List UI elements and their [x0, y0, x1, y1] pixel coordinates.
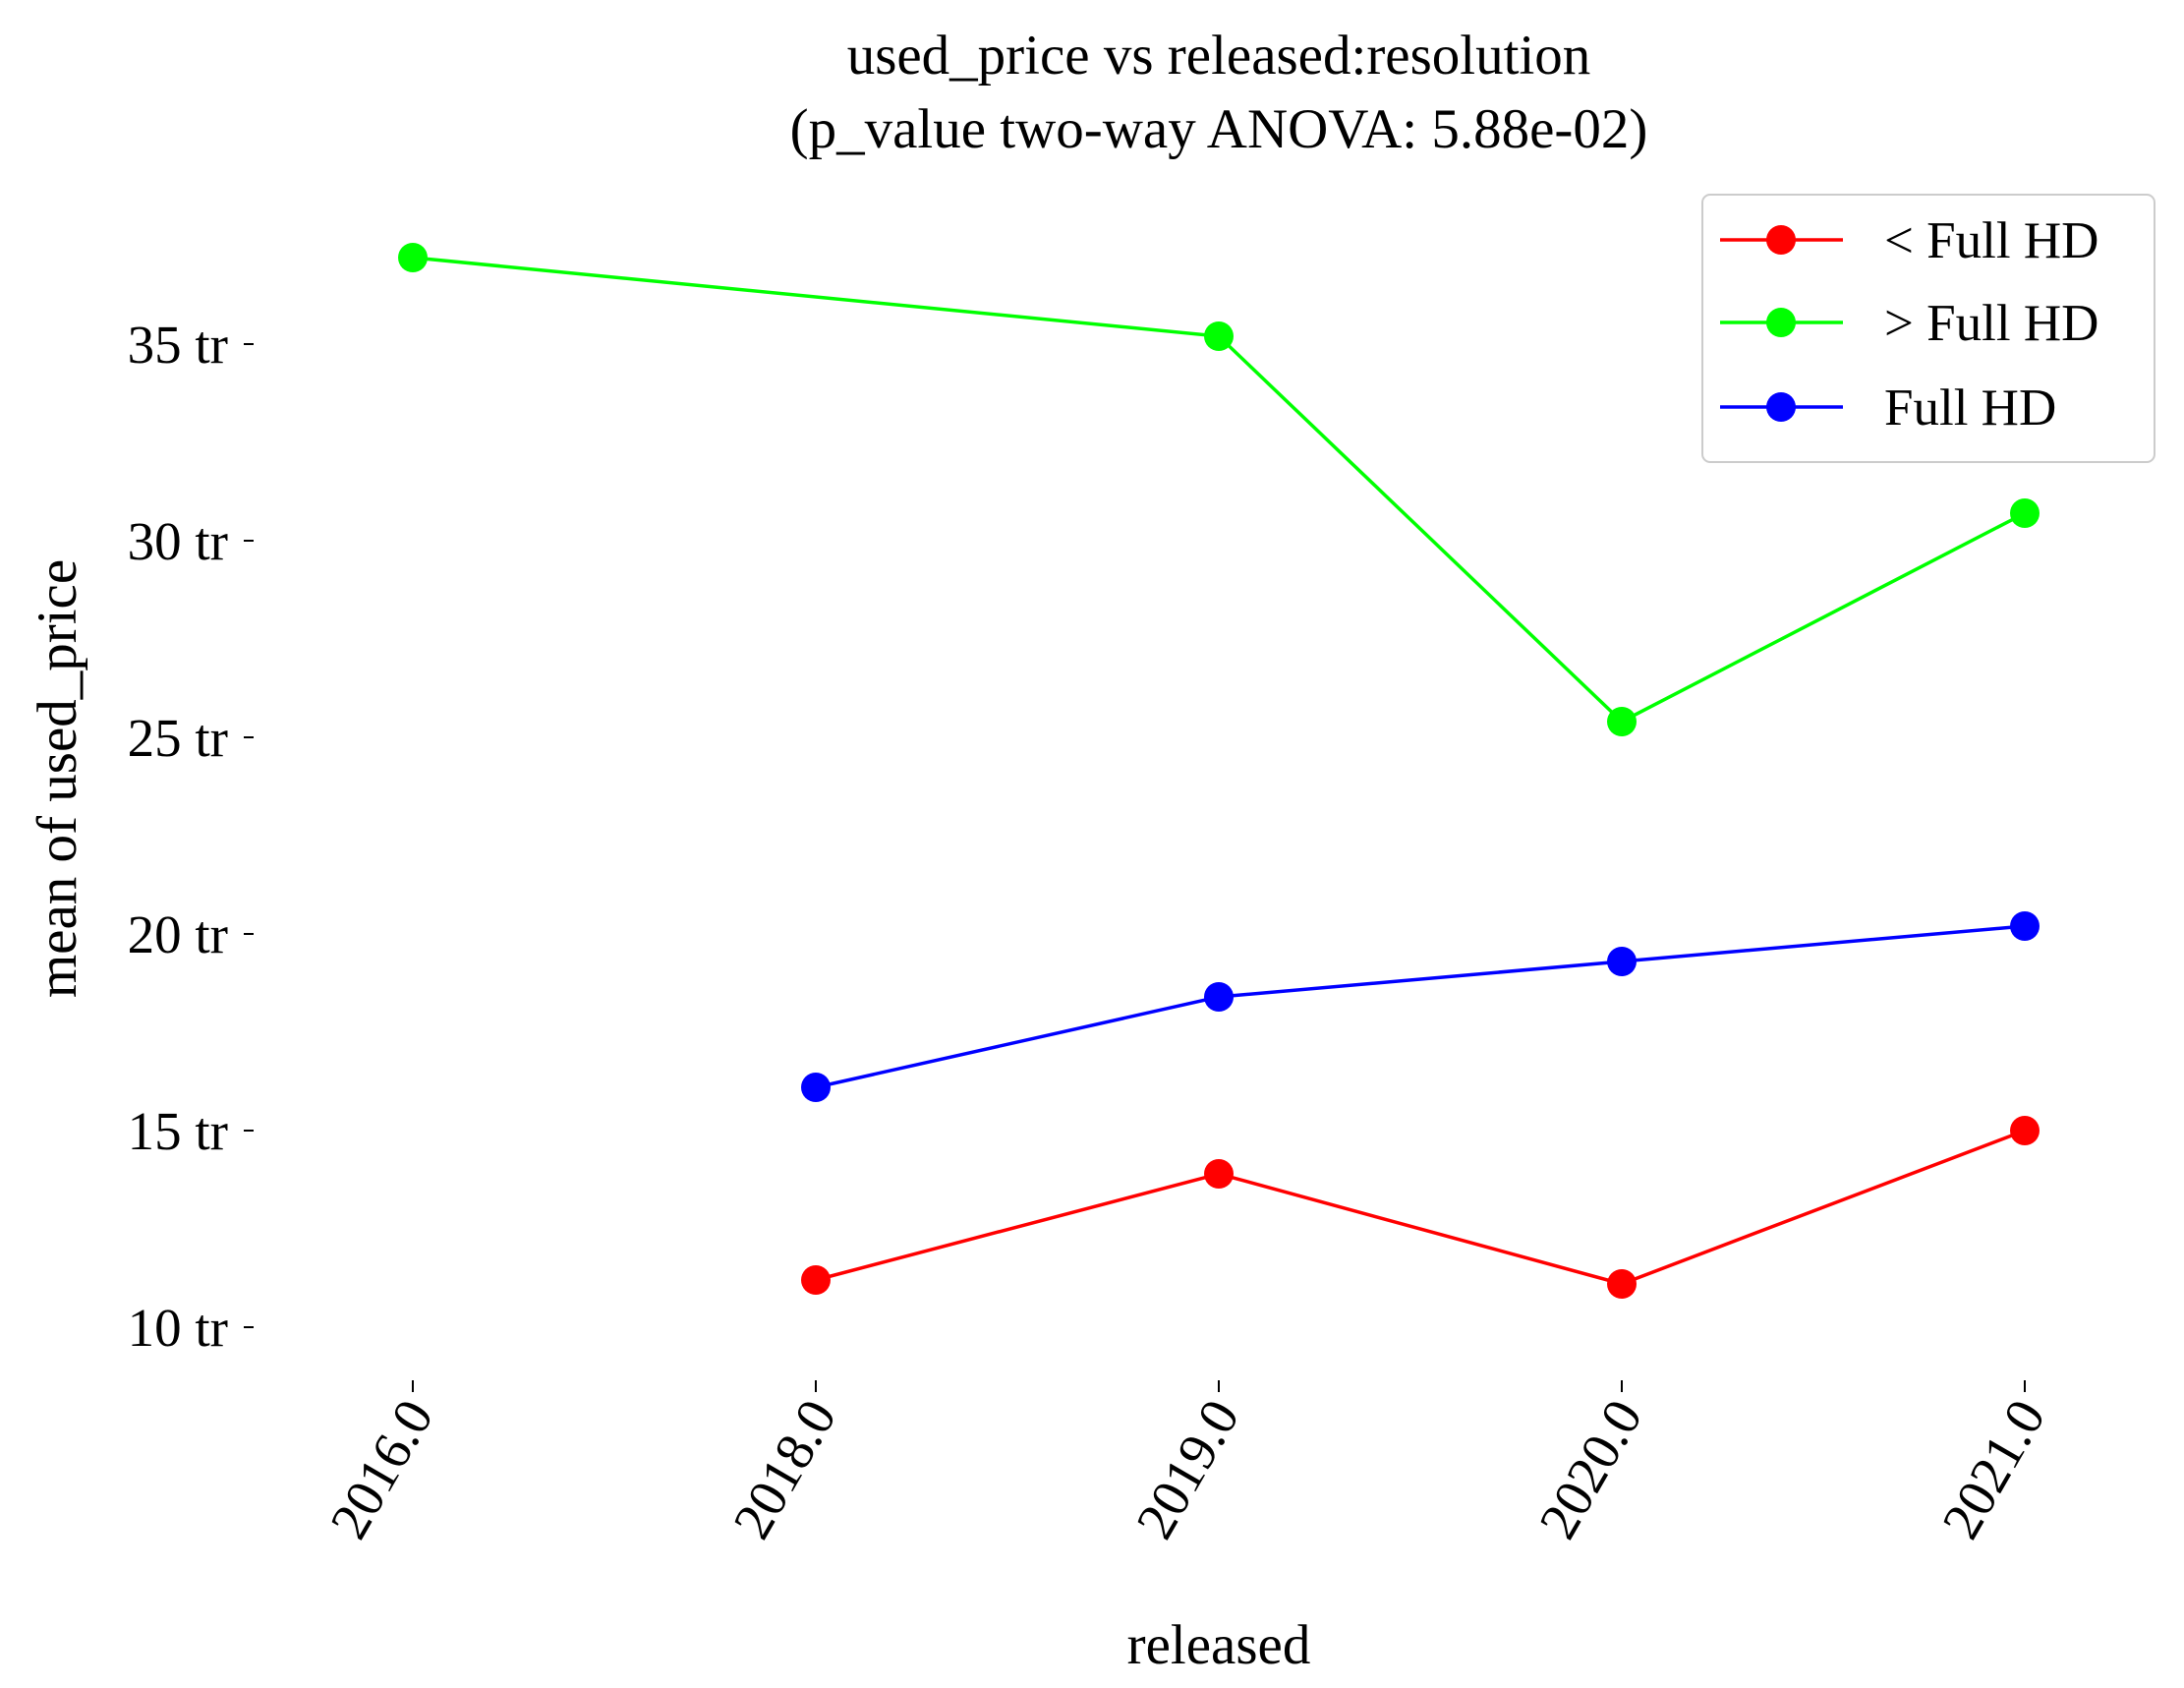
- legend-item-less-full-hd: < Full HD: [1720, 212, 2098, 269]
- data-point-greater-full-hd-2020-0: [1607, 707, 1637, 736]
- series-line-greater-full-hd: [412, 256, 2026, 725]
- y-tick-label-25: 25 tr: [128, 708, 228, 768]
- y-axis-label: mean of used_price: [27, 559, 88, 998]
- chart-title-line-1: used_price vs released:resolution: [847, 25, 1591, 87]
- data-point-full-hd-2021-0: [2010, 911, 2040, 941]
- data-point-full-hd-2020-0: [1607, 947, 1637, 976]
- data-point-less-full-hd-2020-0: [1607, 1269, 1637, 1299]
- series-line-less-full-hd: [815, 1129, 2026, 1286]
- data-point-full-hd-2018-0: [801, 1073, 831, 1102]
- y-tick-label-20: 20 tr: [128, 904, 228, 964]
- y-tick-label-30: 30 tr: [128, 511, 228, 571]
- legend-item-full-hd: Full HD: [1720, 379, 2056, 437]
- chart-title-line-2: (p_value two-way ANOVA: 5.88e-02): [790, 98, 1648, 160]
- legend-marker-full-hd: [1766, 392, 1796, 422]
- legend-label-less-full-hd: < Full HD: [1884, 212, 2098, 269]
- y-tick-label-10: 10 tr: [128, 1298, 228, 1358]
- data-point-less-full-hd-2018-0: [801, 1265, 831, 1295]
- data-point-greater-full-hd-2021-0: [2010, 498, 2040, 528]
- series-points: [398, 243, 2040, 1299]
- legend-marker-greater-full-hd: [1766, 308, 1796, 337]
- legend-item-greater-full-hd: > Full HD: [1720, 295, 2098, 352]
- legend-label-full-hd: Full HD: [1884, 379, 2056, 437]
- y-tick-label-15: 15 tr: [128, 1101, 228, 1161]
- y-tick-label-35: 35 tr: [128, 315, 228, 375]
- y-axis: 10 tr 15 tr 20 tr 25 tr 30 tr 35 tr: [128, 315, 254, 1358]
- data-point-full-hd-2019-0: [1204, 982, 1234, 1012]
- series-line-full-hd: [815, 924, 2026, 1089]
- x-axis-label: released: [1127, 1614, 1311, 1676]
- data-point-greater-full-hd-2019-0: [1204, 321, 1234, 351]
- series-lines: [412, 256, 2026, 1286]
- legend-marker-less-full-hd: [1766, 225, 1796, 255]
- legend: < Full HD > Full HD Full HD: [1701, 194, 2155, 463]
- legend-label-greater-full-hd: > Full HD: [1884, 295, 2098, 352]
- legend-box: [1701, 194, 2155, 463]
- data-point-less-full-hd-2019-0: [1204, 1159, 1234, 1189]
- data-point-greater-full-hd-2016-0: [398, 243, 428, 272]
- data-point-less-full-hd-2021-0: [2010, 1116, 2040, 1145]
